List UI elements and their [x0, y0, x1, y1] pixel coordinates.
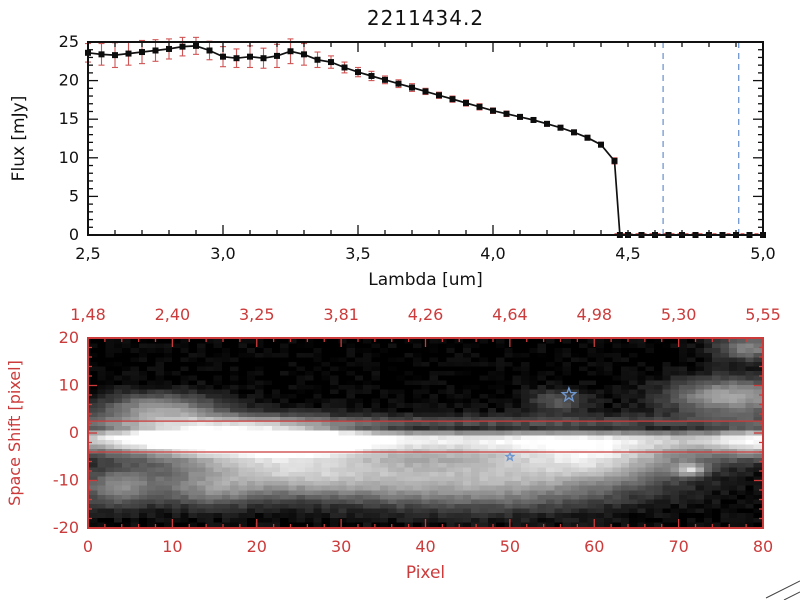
wavelength-tick-label: 4,98	[576, 305, 612, 324]
wavelength-tick-label: 3,81	[323, 305, 359, 324]
x-tick-label: 80	[753, 537, 773, 556]
data-marker	[274, 52, 280, 59]
y-tick-label: 20	[59, 328, 79, 347]
x-tick-label: 4,0	[480, 244, 505, 263]
data-marker	[503, 110, 510, 117]
data-marker	[409, 84, 415, 91]
data-marker	[287, 48, 294, 55]
data-marker	[584, 134, 591, 141]
data-marker	[166, 45, 172, 52]
corner-mark	[783, 591, 800, 600]
data-marker	[544, 120, 550, 127]
star-marker	[504, 450, 516, 462]
y-tick-label: 5	[69, 186, 79, 205]
y-tick-label: -20	[53, 518, 79, 537]
x-axis-label: Lambda [um]	[368, 270, 482, 290]
data-marker	[233, 55, 240, 62]
y-tick-label: 10	[59, 148, 79, 167]
x-tick-label: 4,5	[615, 244, 640, 263]
data-marker	[557, 124, 564, 131]
image-frame	[87, 337, 764, 529]
y-axis-label: Flux [mJy]	[9, 96, 29, 182]
plot-title: 2211434.2	[366, 6, 485, 30]
wavelength-tick-label: 4,64	[492, 305, 528, 324]
y-tick-label: 10	[59, 376, 79, 395]
data-marker	[247, 53, 253, 60]
data-marker	[206, 47, 213, 54]
data-marker	[112, 52, 118, 59]
plot-frame	[87, 41, 764, 236]
data-marker	[449, 96, 456, 103]
x-tick-label: 30	[331, 537, 351, 556]
wavelength-tick-label: 1,48	[70, 305, 106, 324]
spectrum-line	[87, 45, 763, 236]
data-marker	[220, 53, 226, 60]
y-tick-label: 25	[59, 32, 79, 51]
x-tick-label: 70	[668, 537, 688, 556]
data-marker	[436, 92, 442, 99]
data-marker	[98, 51, 105, 58]
y-tick-label: 0	[69, 423, 79, 442]
data-marker	[530, 116, 537, 123]
y-tick-label: -10	[53, 471, 79, 490]
x-tick-label: 5,0	[750, 244, 775, 263]
wavelength-tick-label: 5,55	[745, 305, 781, 324]
pixel-axis-label: Pixel	[406, 563, 445, 583]
data-marker	[463, 99, 469, 106]
data-marker	[571, 129, 577, 136]
data-marker	[301, 51, 307, 58]
spectral-image-map	[89, 339, 762, 527]
data-marker	[598, 141, 604, 148]
star-marker	[560, 386, 578, 403]
x-tick-label: 40	[415, 537, 435, 556]
wavelength-tick-label: 3,25	[239, 305, 275, 324]
x-tick-label: 2,5	[75, 244, 100, 263]
data-marker	[490, 107, 496, 114]
data-marker	[476, 103, 483, 110]
x-tick-label: 20	[247, 537, 267, 556]
space-shift-axis-label: Space Shift [pixel]	[5, 360, 24, 506]
x-tick-label: 3,0	[210, 244, 235, 263]
data-marker	[341, 64, 348, 71]
data-marker	[314, 56, 321, 63]
corner-mark	[765, 580, 800, 599]
wavelength-tick-label: 4,26	[408, 305, 444, 324]
data-marker	[179, 43, 186, 50]
data-marker	[260, 55, 267, 62]
x-tick-label: 3,5	[345, 244, 370, 263]
data-marker	[355, 69, 361, 76]
y-tick-label: 0	[69, 225, 79, 244]
x-tick-label: 0	[83, 537, 93, 556]
x-tick-label: 10	[162, 537, 182, 556]
data-marker	[517, 113, 523, 120]
data-marker	[368, 72, 375, 79]
y-tick-label: 20	[59, 71, 79, 90]
data-marker	[125, 50, 132, 57]
data-marker	[422, 88, 429, 95]
wavelength-tick-label: 5,30	[661, 305, 697, 324]
data-marker	[382, 76, 388, 83]
data-marker	[395, 80, 402, 87]
x-tick-label: 50	[500, 537, 520, 556]
wavelength-tick-label: 2,40	[155, 305, 191, 324]
data-marker	[611, 157, 618, 164]
x-tick-label: 60	[584, 537, 604, 556]
data-marker	[152, 47, 159, 54]
data-marker	[328, 59, 334, 66]
y-tick-label: 15	[59, 109, 79, 128]
data-marker	[139, 49, 145, 56]
